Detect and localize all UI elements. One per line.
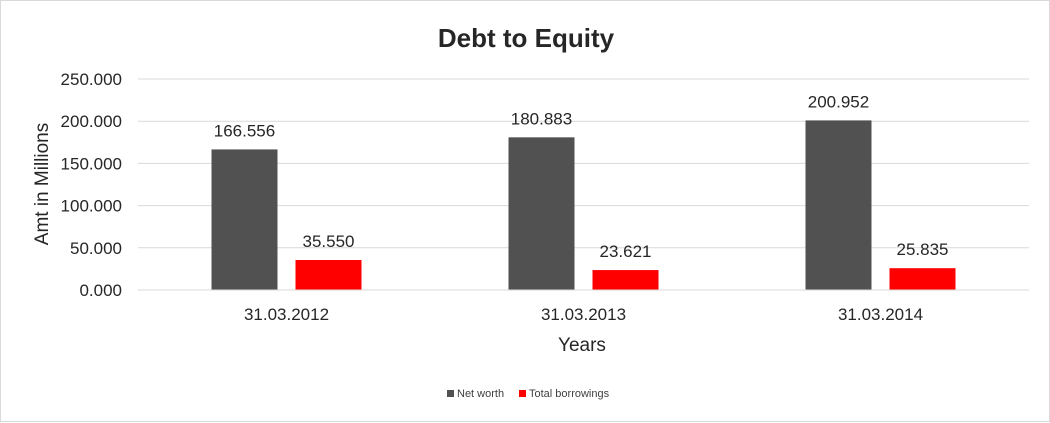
- data-label: 35.550: [303, 232, 355, 251]
- x-tick-label: 31.03.2012: [244, 305, 329, 324]
- chart-title: Debt to Equity: [438, 23, 615, 53]
- data-label: 200.952: [808, 92, 869, 111]
- data-label: 180.883: [511, 109, 572, 128]
- y-tick-label: 200.000: [61, 112, 122, 131]
- data-label: 25.835: [897, 240, 949, 259]
- y-tick-label: 150.000: [61, 154, 122, 173]
- x-tick-label: 31.03.2014: [838, 305, 923, 324]
- legend-label: Total borrowings: [529, 388, 610, 400]
- x-axis-title: Years: [558, 335, 606, 356]
- data-labels: 166.556 35.550 180.883 23.621 200.952 25.835: [214, 92, 949, 261]
- axes: 0.000 50.000 100.000 150.000 200.000 250.000 3…: [61, 70, 1029, 324]
- bar: [508, 137, 575, 290]
- y-tick-label: 0.000: [79, 281, 122, 300]
- y-tick-label: 100.000: [61, 197, 122, 216]
- bar: [295, 259, 362, 290]
- legend-label: Net worth: [457, 388, 504, 400]
- bar: [211, 149, 278, 290]
- bar: [889, 268, 956, 290]
- legend-swatch: [519, 390, 526, 397]
- y-tick-label: 250.000: [61, 70, 122, 89]
- legend-swatch: [447, 390, 454, 397]
- legend: Net worth Total borrowings: [447, 388, 610, 400]
- bar: [805, 120, 872, 290]
- bars: [211, 120, 956, 290]
- x-tick-label: 31.03.2013: [541, 305, 626, 324]
- bar: [592, 270, 659, 290]
- y-axis-title: Amt in Millions: [32, 123, 53, 245]
- y-tick-label: 50.000: [70, 239, 122, 258]
- data-label: 23.621: [600, 242, 652, 261]
- data-label: 166.556: [214, 121, 275, 140]
